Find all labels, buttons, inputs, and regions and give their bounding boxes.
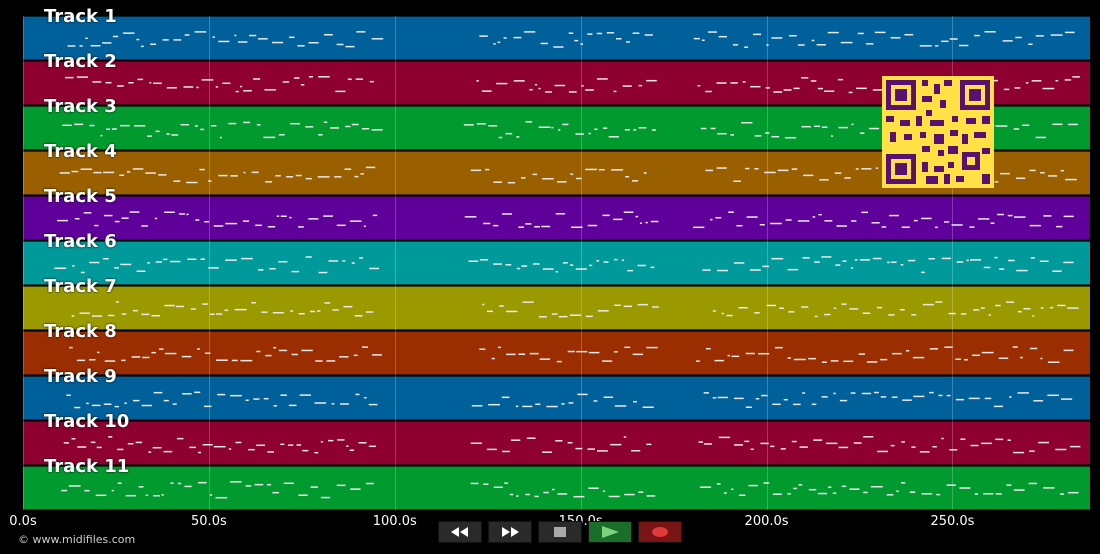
track-lane[interactable] [23, 466, 1090, 510]
stop-button[interactable] [538, 521, 582, 543]
track-label: Track 5 [44, 186, 117, 207]
track-lane[interactable] [23, 286, 1090, 330]
note-marks [66, 391, 1073, 409]
track-lane[interactable] [23, 331, 1090, 375]
time-tick-label: 100.0s [372, 514, 417, 529]
play-icon [602, 526, 619, 538]
note-marks [63, 436, 1081, 454]
track-lane[interactable] [23, 241, 1090, 285]
track-label: Track 10 [44, 411, 130, 432]
time-tick-label: 0.0s [9, 514, 37, 529]
play-button[interactable] [588, 521, 632, 543]
track-label: Track 1 [44, 6, 117, 27]
grid-line [23, 16, 24, 510]
note-marks [64, 76, 1080, 94]
time-tick-label: 200.0s [744, 514, 789, 529]
transport-controls [438, 521, 682, 543]
qr-code [882, 76, 994, 188]
track-lane[interactable] [23, 421, 1090, 465]
track-lane[interactable] [23, 196, 1090, 240]
track-lane[interactable] [23, 376, 1090, 420]
time-tick-label: 50.0s [191, 514, 227, 529]
record-button[interactable] [638, 521, 682, 543]
record-icon [652, 527, 668, 537]
grid-line [394, 16, 396, 510]
track-label: Track 9 [44, 366, 117, 387]
track-label: Track 8 [44, 321, 117, 342]
track-lane[interactable] [23, 16, 1090, 60]
grid-line [952, 16, 954, 510]
note-marks [54, 256, 1074, 274]
grid-line [208, 16, 210, 510]
note-marks [71, 301, 1079, 318]
track-label: Track 3 [44, 96, 117, 117]
fast-forward-button[interactable] [488, 521, 532, 543]
rewind-icon [451, 527, 468, 537]
track-label: Track 2 [44, 51, 117, 72]
stop-icon [554, 527, 566, 537]
track-label: Track 7 [44, 276, 117, 297]
rewind-button[interactable] [438, 521, 482, 543]
track-label: Track 11 [44, 456, 130, 477]
fast-forward-icon [502, 527, 519, 537]
note-marks [56, 211, 1074, 229]
track-label: Track 4 [44, 141, 117, 162]
copyright-text: © www.midifiles.com [18, 533, 136, 546]
track-label: Track 6 [44, 231, 117, 252]
time-tick-label: 250.0s [930, 514, 975, 529]
grid-line [580, 16, 582, 510]
grid-line [766, 16, 768, 510]
note-marks [67, 31, 1075, 48]
note-marks [69, 346, 1074, 363]
note-marks [61, 481, 1079, 499]
